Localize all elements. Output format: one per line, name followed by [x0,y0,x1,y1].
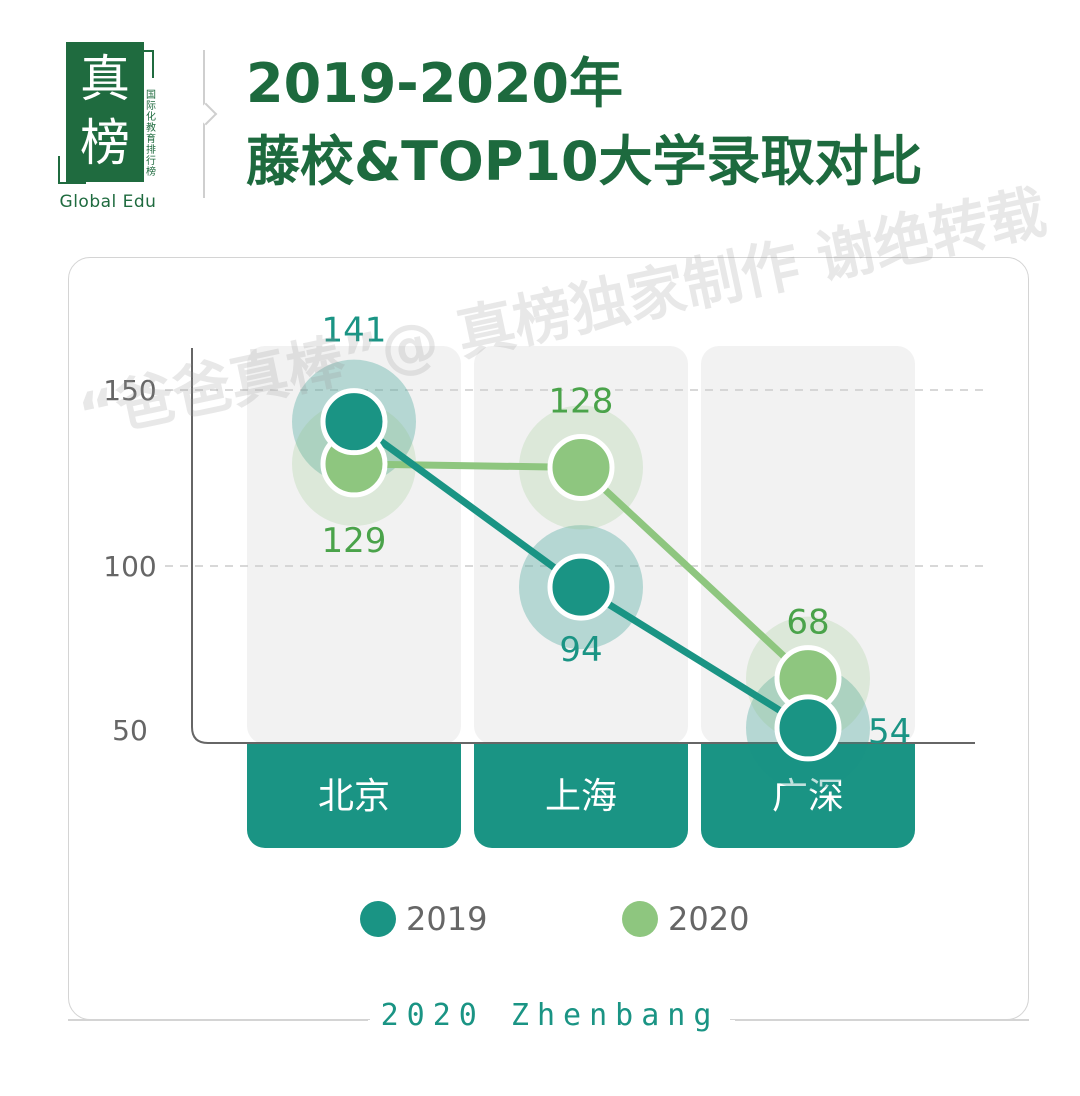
y-tick-label: 150 [103,374,156,407]
category-label-bg-top [247,744,461,764]
logo-vertical-text: 国际化教育排行榜 [146,90,156,178]
category-column-bg [474,346,688,744]
category-label-bg [701,744,915,848]
y-tick-label: 100 [103,550,156,583]
legend-item-2019: 2019 [360,896,487,942]
logo-corner-frame [58,156,86,184]
legend-dot-2019 [360,901,396,937]
legend-label-2019: 2019 [406,900,488,938]
data-label-2020: 68 [786,603,829,643]
footer-divider-right [735,1019,1029,1021]
category-label-bg [474,744,688,848]
legend-label-2020: 2020 [668,900,750,938]
logo-corner-frame [126,50,154,78]
x-tick-label: 广深 [772,776,844,817]
y-tick-label: 50 [112,714,148,747]
category-column-bg [247,346,461,744]
data-label-2020: 129 [322,521,387,561]
legend-dot-2020 [622,901,658,937]
data-label-2019: 54 [868,712,911,752]
category-label-bg [247,744,461,848]
logo-char-1: 真 [80,50,130,108]
footer-text: 2020 Zhenbang [370,998,730,1033]
x-tick-label: 上海 [545,776,617,817]
logo-english-text: Global Edu [59,192,157,212]
footer-divider-left [68,1019,368,1021]
page-title-line-1: 2019-2020年 [246,52,623,115]
legend-item-2020: 2020 [622,896,749,942]
axis-lines [191,348,975,744]
data-label-2020: 128 [549,381,614,421]
page-title-line-2: 藤校&TOP10大学录取对比 [246,130,923,193]
data-label-2019: 141 [322,311,387,351]
data-point-2019 [320,388,388,456]
logo-char-2: 榜 [80,114,130,172]
x-tick-label: 北京 [318,776,390,817]
category-label-bg-top [474,744,688,764]
category-column-bg [701,346,915,744]
logo: 真 榜 国际化教育排行榜 Global Edu [58,42,158,212]
data-point-2020 [547,433,615,501]
data-point-2019 [547,553,615,621]
logo-box [66,42,144,182]
data-label-2019: 94 [559,630,602,670]
data-point-2019 [774,694,842,762]
